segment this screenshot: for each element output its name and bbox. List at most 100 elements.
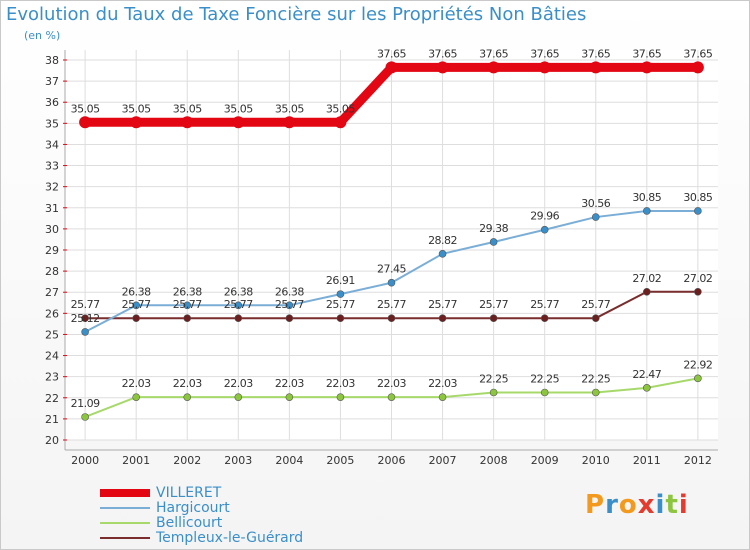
legend-swatch-hargicourt [100,507,150,509]
legend-item-hargicourt: Hargicourt [100,500,360,516]
data-label: 30.56 [581,197,610,210]
legend-label-villeret: VILLERET [156,485,222,501]
y-tick-label: 38 [45,54,59,67]
data-point [81,328,89,336]
data-label: 25.77 [173,298,202,311]
data-label: 37.65 [377,47,406,60]
data-point [385,61,398,74]
data-point [487,61,500,74]
data-point [79,116,92,129]
data-point [591,314,600,322]
data-point [81,413,89,421]
data-point [436,61,449,74]
data-label: 35.05 [173,102,202,115]
x-tick-label: 2002 [173,454,201,467]
y-tick-label: 32 [45,181,59,194]
data-label: 35.05 [275,102,304,115]
data-point [183,301,192,310]
logo-letter: t [665,490,679,520]
y-tick-label: 23 [45,371,59,384]
data-point [334,116,347,129]
data-label: 22.03 [326,377,355,390]
data-label: 25.77 [275,298,304,311]
x-tick-label: 2012 [684,454,712,467]
x-tick-label: 2005 [326,454,354,467]
data-label: 22.03 [122,377,151,390]
data-point [489,388,498,397]
data-point [234,314,243,322]
y-tick-label: 37 [45,75,59,88]
legend-swatch-bellicourt [100,522,150,524]
data-point [643,384,651,392]
y-tick-label: 29 [45,244,59,257]
legend-swatch-villeret [100,489,150,497]
data-label: 22.25 [581,373,610,386]
legend-label-templeux: Templeux-le-Guérard [156,530,304,546]
x-tick-label: 2000 [71,454,99,467]
data-point [132,393,140,401]
data-point [694,374,702,383]
y-tick-label: 27 [45,286,59,299]
data-label: 22.03 [224,377,253,390]
logo-letter: i [678,490,689,520]
data-label: 26.38 [122,285,151,298]
data-point [591,213,600,221]
x-tick-label: 2003 [224,454,252,467]
data-point [183,314,192,322]
y-tick-label: 24 [45,350,59,363]
data-point [387,278,396,287]
data-point [232,116,245,129]
x-tick-label: 2008 [480,454,508,467]
data-point [336,393,345,401]
data-point [640,61,653,74]
data-point [540,388,549,397]
data-label: 25.77 [530,298,559,311]
logo-letter: o [618,490,638,520]
data-point [591,388,600,397]
data-point [589,61,602,74]
data-point [285,301,294,310]
data-label: 26.38 [224,285,253,298]
data-point [336,314,345,322]
proxiti-logo: Proxiti [585,490,689,520]
data-label: 28.82 [428,234,457,247]
data-point [643,207,651,215]
data-point [694,207,702,215]
data-point [691,61,704,74]
y-tick-label: 33 [45,160,59,173]
legend-item-bellicourt: Bellicourt [100,515,360,531]
chart-title: Evolution du Taux de Taxe Foncière sur l… [6,4,587,25]
data-point [234,301,243,310]
data-point [285,393,294,401]
data-label: 37.65 [683,47,712,60]
data-point [336,290,345,298]
y-tick-label: 22 [45,392,59,405]
data-point [132,314,140,322]
data-point [694,287,702,296]
data-label: 35.05 [71,102,100,115]
x-tick-label: 2004 [275,454,303,467]
data-label: 29.96 [530,210,559,223]
data-label: 25.12 [71,312,100,325]
data-point [438,314,447,322]
chart-unit-label: (en %) [24,29,61,42]
y-tick-label: 26 [45,307,59,320]
x-tick-label: 2011 [633,454,661,467]
data-point [643,287,651,296]
data-label: 37.65 [428,47,457,60]
data-point [285,314,294,322]
data-label: 22.03 [275,377,304,390]
data-point [540,225,549,234]
legend-label-hargicourt: Hargicourt [156,500,230,516]
data-label: 29.38 [479,222,508,235]
data-label: 22.03 [173,377,202,390]
y-tick-label: 35 [45,117,59,130]
y-tick-label: 20 [45,434,59,447]
data-label: 25.77 [428,298,457,311]
legend-item-villeret: VILLERET [100,485,360,501]
data-label: 22.25 [479,373,508,386]
x-tick-label: 2009 [531,454,559,467]
data-point [283,116,296,129]
legend-item-templeux: Templeux-le-Guérard [100,530,360,546]
data-label: 22.25 [530,373,559,386]
